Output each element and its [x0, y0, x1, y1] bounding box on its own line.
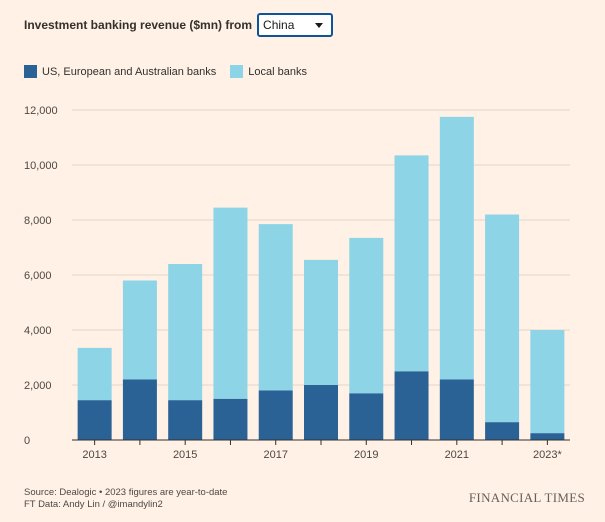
y-tick-label: 12,000: [24, 105, 58, 117]
ft-brand-logo: FINANCIAL TIMES: [468, 490, 585, 505]
bar-foreign: [394, 371, 429, 440]
credit-note: FT Data: Andy Lin / @imandylin2: [24, 499, 163, 510]
y-tick-label: 10,000: [24, 160, 58, 172]
bar-foreign: [485, 422, 520, 440]
legend-swatch-local: [230, 65, 244, 78]
country-select[interactable]: China: [257, 13, 334, 37]
bar-foreign: [77, 400, 112, 440]
y-tick-label: 8,000: [24, 215, 52, 227]
bar-local: [304, 259, 338, 385]
bar-local: [530, 330, 565, 434]
footer: Source: Dealogic • 2023 figures are year…: [24, 487, 227, 511]
bar-local: [122, 280, 157, 380]
x-tick-label: 2017: [263, 449, 287, 461]
bar-foreign: [439, 379, 474, 440]
bar-foreign: [258, 390, 293, 440]
chart-title: Investment banking revenue ($mn) from: [24, 18, 253, 32]
legend-label-foreign: US, European and Australian banks: [42, 65, 217, 78]
bar-local: [439, 116, 474, 380]
chevron-down-icon: [315, 22, 324, 28]
x-tick-label: 2021: [445, 449, 469, 461]
legend-swatch-foreign: [24, 65, 37, 78]
chart-header: Investment banking revenue ($mn) from Ch…: [24, 13, 334, 37]
x-tick-label: 2015: [173, 449, 197, 461]
legend-label-local: Local banks: [248, 65, 307, 78]
y-tick-label: 4,000: [24, 325, 52, 337]
bar-local: [77, 347, 112, 401]
country-select-value: China: [263, 18, 295, 32]
legend-item-foreign: US, European and Australian banks: [24, 65, 216, 78]
bar-foreign: [304, 385, 338, 440]
source-note: Source: Dealogic • 2023 figures are year…: [24, 487, 228, 498]
bar-foreign: [122, 379, 157, 440]
x-tick-label: 2019: [354, 449, 378, 461]
bar-local: [485, 214, 520, 423]
legend-item-local: Local banks: [230, 65, 307, 78]
y-tick-label: 6,000: [24, 270, 52, 282]
legend: US, European and Australian banks Local …: [24, 65, 321, 78]
y-tick-label: 2,000: [24, 380, 52, 392]
bar-foreign: [349, 393, 384, 440]
bar-foreign: [213, 398, 248, 440]
y-tick-label: 0: [24, 435, 30, 447]
bar-local: [394, 155, 429, 372]
bar-foreign: [530, 433, 565, 440]
bar-local: [168, 264, 203, 401]
bar-local: [349, 237, 384, 394]
x-tick-label: 2013: [82, 449, 106, 461]
bar-local: [213, 207, 248, 399]
bar-foreign: [168, 400, 203, 440]
bar-local: [258, 224, 293, 391]
x-tick-label: 2023*: [533, 449, 562, 461]
